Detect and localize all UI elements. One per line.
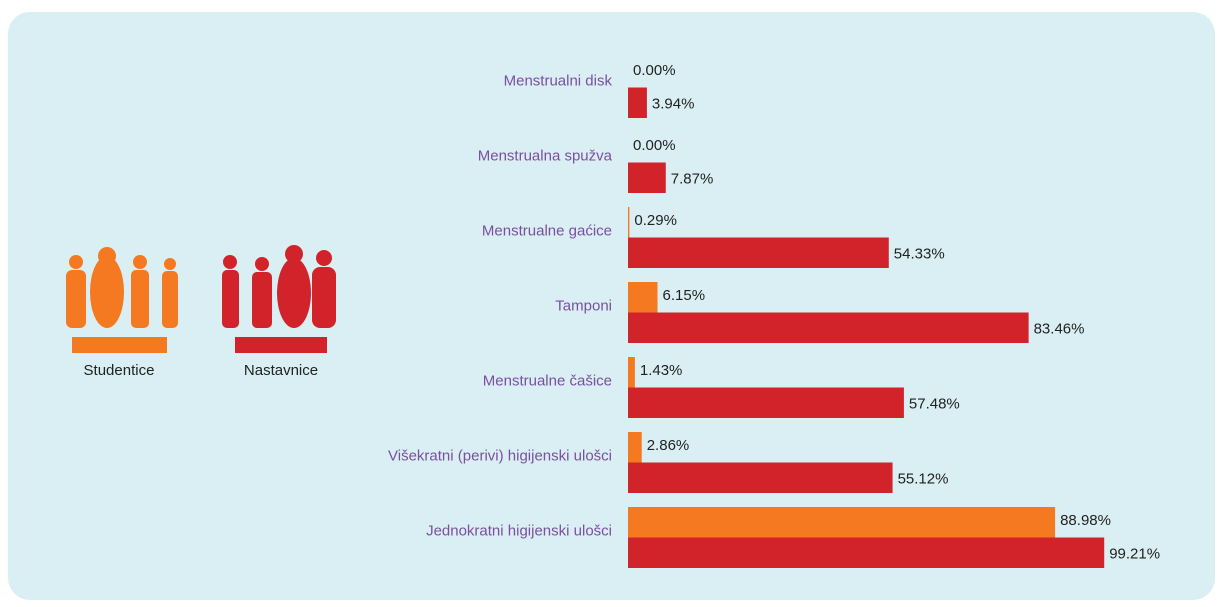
category-label: Menstrualna spužva — [478, 147, 613, 164]
category-label: Tamponi — [555, 297, 612, 314]
value-label: 0.29% — [634, 212, 677, 229]
value-label: 1.43% — [640, 362, 683, 379]
value-label: 55.12% — [898, 471, 949, 488]
legend-swatch — [235, 337, 327, 353]
value-label: 83.46% — [1034, 321, 1085, 338]
legend-label: Nastavnice — [244, 362, 318, 379]
bar — [628, 537, 1105, 568]
bar — [628, 237, 889, 268]
legend-swatch — [72, 337, 167, 353]
bar — [628, 432, 642, 463]
value-label: 7.87% — [671, 171, 714, 188]
value-label: 3.94% — [652, 96, 695, 113]
students-icon — [66, 247, 178, 328]
value-label: 2.86% — [647, 437, 690, 454]
value-label: 57.48% — [909, 396, 960, 413]
category-label: Višekratni (perivi) higijenski ulošci — [388, 447, 612, 464]
value-label: 88.98% — [1060, 512, 1111, 529]
bar — [628, 282, 658, 313]
category-label: Menstrualne gaćice — [482, 222, 612, 239]
bar — [628, 207, 630, 238]
bar — [628, 507, 1056, 538]
bar — [628, 462, 893, 493]
category-label: Menstrualne čašice — [483, 372, 612, 389]
bar — [628, 162, 666, 193]
bar — [628, 312, 1029, 343]
panel — [8, 12, 1215, 600]
value-label: 0.00% — [633, 62, 676, 79]
category-label: Jednokratni higijenski ulošci — [426, 522, 612, 539]
value-label: 99.21% — [1109, 546, 1160, 563]
bar — [628, 387, 904, 418]
bar — [628, 357, 635, 388]
value-label: 54.33% — [894, 246, 945, 263]
teachers-icon — [222, 245, 336, 328]
bar — [628, 87, 647, 118]
value-label: 6.15% — [663, 287, 706, 304]
value-label: 0.00% — [633, 137, 676, 154]
legend-label: Studentice — [84, 362, 155, 379]
category-label: Menstrualni disk — [504, 72, 613, 89]
